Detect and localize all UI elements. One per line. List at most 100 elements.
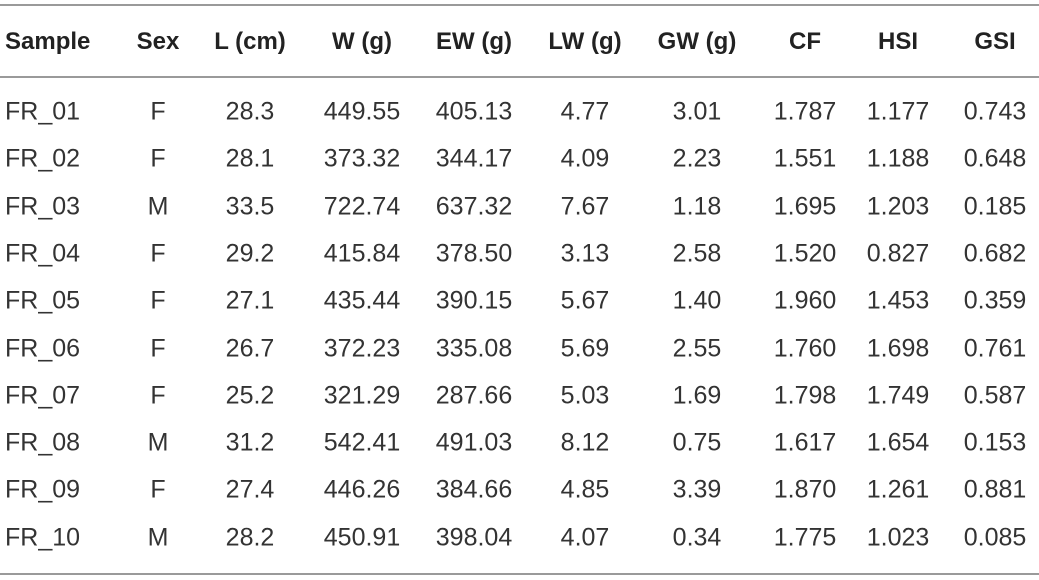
- table-cell: 1.40: [672, 286, 722, 315]
- table-cell: 1.960: [773, 286, 837, 315]
- table-cell: 1.654: [866, 428, 930, 457]
- table-cell: 390.15: [435, 286, 513, 315]
- table-cell: 0.881: [963, 475, 1027, 504]
- table-cell: FR_04: [5, 239, 81, 268]
- table-cell: 1.787: [773, 97, 837, 126]
- header-cell: GW (g): [657, 28, 737, 55]
- table-cell: 1.69: [672, 381, 722, 410]
- header-cell: W (g): [332, 28, 392, 55]
- table-cell: 0.185: [963, 192, 1027, 221]
- table-cell: 0.827: [866, 239, 930, 268]
- table-cell: 0.085: [963, 523, 1027, 552]
- table-cell: 1.261: [866, 475, 930, 504]
- header-cell: Sex: [136, 28, 180, 55]
- table-cell: 5.03: [560, 381, 610, 410]
- table-cell: 1.870: [773, 475, 837, 504]
- table-cell: 373.32: [323, 144, 401, 173]
- table-cell: 0.648: [963, 144, 1027, 173]
- table-cell: M: [147, 428, 169, 457]
- table-cell: 1.775: [773, 523, 837, 552]
- table-cell: 3.01: [672, 97, 722, 126]
- table-cell: 2.55: [672, 334, 722, 362]
- table-cell: 5.69: [560, 334, 610, 362]
- table-cell: 1.798: [773, 381, 837, 410]
- table-cell: 344.17: [435, 144, 513, 173]
- table-cell: 1.188: [866, 144, 930, 173]
- table-cell: 0.34: [672, 523, 722, 552]
- table-cell: 28.3: [225, 97, 275, 126]
- table-cell: 29.2: [225, 239, 275, 268]
- table-cell: 637.32: [435, 192, 513, 221]
- table-cell: 398.04: [435, 523, 513, 552]
- table-cell: 1.177: [866, 97, 930, 126]
- table-cell: 1.551: [773, 144, 837, 173]
- table-cell: 0.682: [963, 239, 1027, 268]
- table-cell: 491.03: [435, 428, 513, 457]
- table-cell: 2.23: [672, 144, 722, 173]
- table-cell: 1.520: [773, 239, 837, 268]
- table-cell: 384.66: [435, 475, 513, 504]
- table-cell: 25.2: [225, 381, 275, 410]
- table-cell: 3.39: [672, 475, 722, 504]
- table-cell: 1.203: [866, 192, 930, 221]
- table-cell: 28.1: [225, 144, 275, 173]
- table-cell: 378.50: [435, 239, 513, 268]
- table-cell: FR_01: [5, 97, 81, 126]
- table-cell: 449.55: [323, 97, 401, 126]
- table-cell: 4.07: [560, 523, 610, 552]
- table-cell: 1.617: [773, 428, 837, 457]
- table-cell: F: [150, 381, 166, 410]
- table-cell: 31.2: [225, 428, 275, 457]
- table-cell: F: [150, 144, 166, 173]
- header-cell: Sample: [5, 28, 91, 55]
- table-cell: F: [150, 475, 166, 504]
- header-cell: LW (g): [548, 28, 622, 55]
- table-cell: F: [150, 286, 166, 315]
- table-cell: 4.85: [560, 475, 610, 504]
- table-cell: 722.74: [323, 192, 401, 221]
- table-cell: 4.09: [560, 144, 610, 173]
- table-cell: 2.58: [672, 239, 722, 268]
- table-cell: 5.67: [560, 286, 610, 315]
- table-cell: FR_09: [5, 475, 81, 504]
- table-cell: 372.23: [323, 334, 401, 362]
- header-cell: GSI: [974, 28, 1016, 55]
- header-cell: EW (g): [436, 28, 512, 55]
- table-cell: 450.91: [323, 523, 401, 552]
- table-cell: 287.66: [435, 381, 513, 410]
- table-cell: 1.023: [866, 523, 930, 552]
- table-cell: F: [150, 97, 166, 126]
- table-cell: F: [150, 239, 166, 268]
- table-cell: FR_06: [5, 334, 81, 362]
- table-cell: 321.29: [323, 381, 401, 410]
- table-cell: 7.67: [560, 192, 610, 221]
- table-cell: 1.695: [773, 192, 837, 221]
- table-cell: 0.761: [963, 334, 1027, 362]
- table-cell: 1.760: [773, 334, 837, 362]
- table-cell: 26.7: [225, 334, 275, 362]
- table-cell: 8.12: [560, 428, 610, 457]
- table-cell: 542.41: [323, 428, 401, 457]
- table-cell: M: [147, 192, 169, 221]
- table-cell: FR_07: [5, 381, 81, 410]
- table-cell: 33.5: [225, 192, 275, 221]
- table-cell: FR_10: [5, 523, 81, 552]
- table-cell: 1.698: [866, 334, 930, 362]
- header-cell: HSI: [877, 28, 919, 55]
- table-cell: M: [147, 523, 169, 552]
- table-cell: 1.749: [866, 381, 930, 410]
- header-cell: L (cm): [214, 28, 286, 55]
- table-cell: FR_05: [5, 286, 81, 315]
- table-cell: F: [150, 334, 166, 362]
- table-cell: 0.743: [963, 97, 1027, 126]
- table-cell: 28.2: [225, 523, 275, 552]
- table-cell: 27.4: [225, 475, 275, 504]
- table-cell: 1.18: [672, 192, 722, 221]
- table-cell: 446.26: [323, 475, 401, 504]
- table-cell: 0.75: [672, 428, 722, 457]
- bottom-rule: [0, 573, 1039, 575]
- table-cell: 0.153: [963, 428, 1027, 457]
- table-cell: 27.1: [225, 286, 275, 315]
- table-cell: 335.08: [435, 334, 513, 362]
